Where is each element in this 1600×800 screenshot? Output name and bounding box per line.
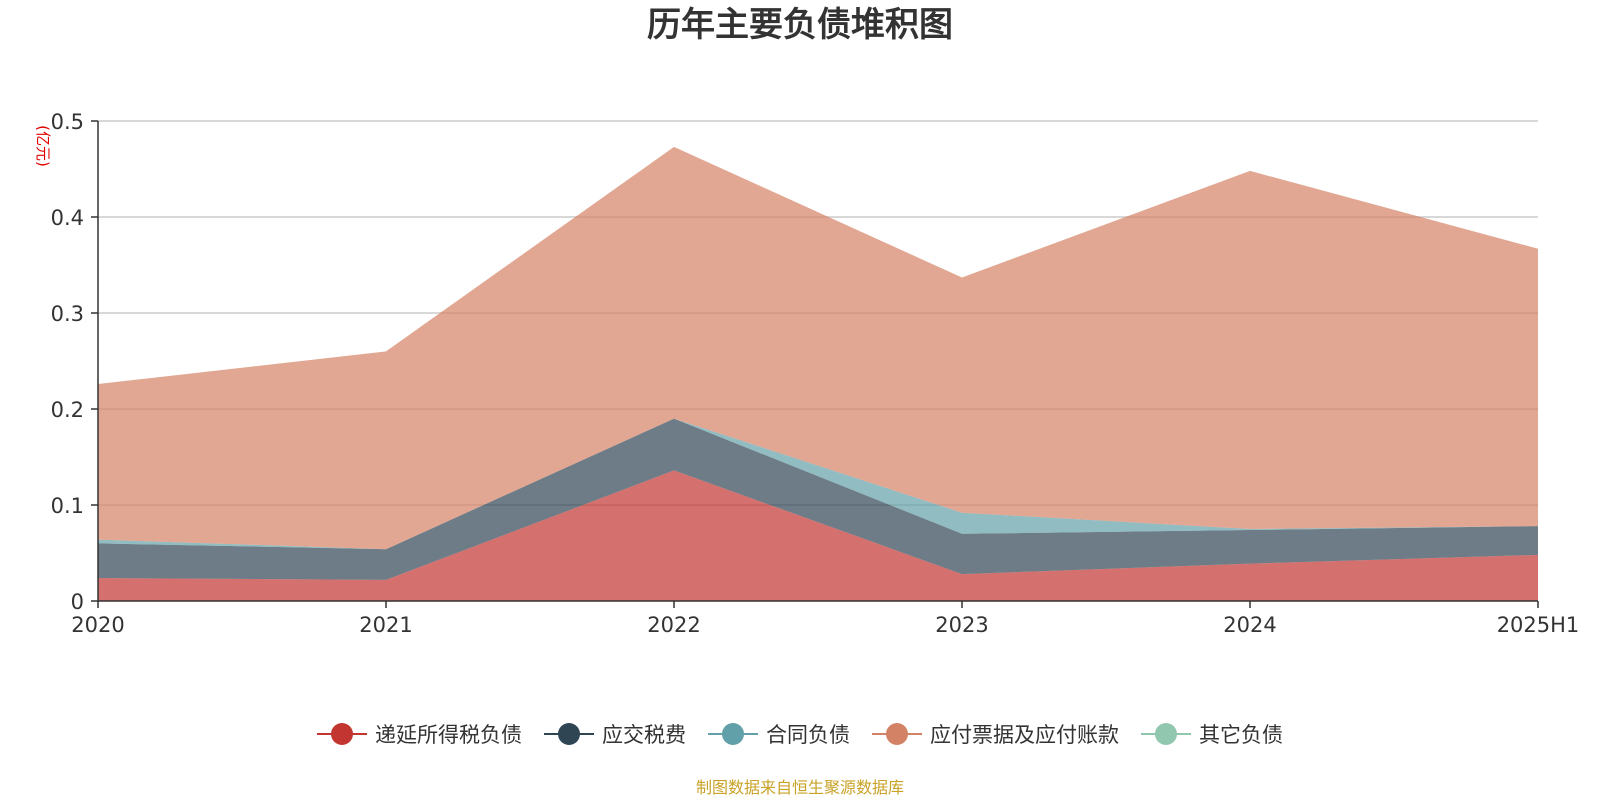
x-tick-label: 2022 bbox=[647, 613, 700, 637]
legend-label: 其它负债 bbox=[1199, 723, 1283, 747]
legend-label: 合同负债 bbox=[766, 723, 850, 747]
y-tick-label: 0.2 bbox=[51, 398, 84, 422]
y-tick-label: 0.5 bbox=[51, 110, 84, 134]
legend-item-2[interactable]: 合同负债 bbox=[708, 723, 850, 747]
legend-label: 应付票据及应付账款 bbox=[930, 723, 1119, 747]
chart-title: 历年主要负债堆积图 bbox=[647, 5, 953, 45]
legend: 递延所得税负债 应交税费 合同负债 应付票据及应付账款 其它负债 bbox=[317, 723, 1283, 747]
y-tick-label: 0 bbox=[71, 590, 84, 614]
legend-item-3[interactable]: 应付票据及应付账款 bbox=[872, 723, 1119, 747]
x-tick-label: 2020 bbox=[71, 613, 124, 637]
x-tick-label: 2025H1 bbox=[1497, 613, 1580, 637]
area-series-0 bbox=[98, 470, 1538, 601]
axes: 0 0.1 0.2 0.3 0.4 0.5 2020 2021 2022 2023 2024 2025… bbox=[51, 110, 1580, 637]
legend-item-1[interactable]: 应交税费 bbox=[544, 723, 686, 747]
y-axis-unit-label: (亿元) bbox=[34, 125, 52, 167]
legend-label: 应交税费 bbox=[602, 723, 686, 747]
legend-marker bbox=[1155, 723, 1177, 745]
area-series-1 bbox=[98, 418, 1538, 580]
y-tick-label: 0.4 bbox=[51, 206, 84, 230]
data-source-note: 制图数据来自恒生聚源数据库 bbox=[696, 778, 904, 797]
y-tick-label: 0.3 bbox=[51, 302, 84, 326]
legend-item-0[interactable]: 递延所得税负债 bbox=[317, 723, 522, 747]
legend-label: 递延所得税负债 bbox=[375, 723, 522, 747]
y-tick-label: 0.1 bbox=[51, 494, 84, 518]
legend-marker bbox=[886, 723, 908, 745]
x-tick-label: 2023 bbox=[935, 613, 988, 637]
legend-marker bbox=[558, 723, 580, 745]
legend-marker bbox=[722, 723, 744, 745]
x-tick-label: 2024 bbox=[1223, 613, 1276, 637]
x-tick-label: 2021 bbox=[359, 613, 412, 637]
area-series-3 bbox=[98, 146, 1538, 550]
legend-item-4[interactable]: 其它负债 bbox=[1141, 723, 1283, 747]
area-series-group bbox=[98, 146, 1538, 601]
legend-marker bbox=[331, 723, 353, 745]
